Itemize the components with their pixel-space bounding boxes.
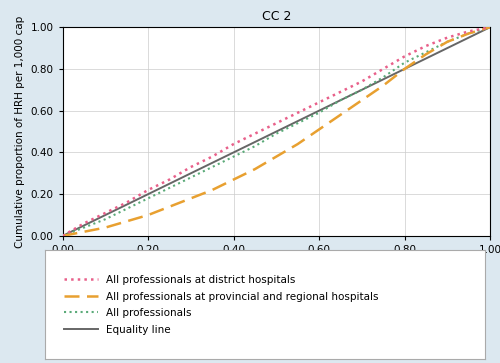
All professionals xyxy=(487,25,493,29)
All professionals at district hospitals xyxy=(487,25,493,29)
All professionals at provincial and regional hospitals xyxy=(316,127,322,132)
All professionals xyxy=(294,121,300,126)
All professionals xyxy=(380,75,386,79)
All professionals at district hospitals xyxy=(188,165,194,169)
Y-axis label: Cumulative proportion of HRH per 1,000 cap: Cumulative proportion of HRH per 1,000 c… xyxy=(15,16,25,248)
All professionals xyxy=(102,217,108,221)
All professionals at provincial and regional hospitals xyxy=(60,234,66,238)
All professionals xyxy=(145,196,151,200)
All professionals xyxy=(81,225,87,230)
All professionals at provincial and regional hospitals xyxy=(273,155,279,159)
All professionals xyxy=(188,175,194,180)
X-axis label: Cumulative proportion of provinces ranked by GPP per cap: Cumulative proportion of provinces ranke… xyxy=(123,261,430,270)
All professionals at district hospitals xyxy=(316,100,322,105)
All professionals at district hospitals xyxy=(230,142,236,146)
All professionals at district hospitals xyxy=(209,155,215,159)
All professionals at provincial and regional hospitals xyxy=(145,213,151,217)
All professionals at provincial and regional hospitals xyxy=(423,52,429,57)
All professionals xyxy=(60,234,66,238)
All professionals at district hospitals xyxy=(273,121,279,126)
Line: All professionals at district hospitals: All professionals at district hospitals xyxy=(62,27,490,236)
All professionals xyxy=(209,165,215,169)
All professionals at district hospitals xyxy=(166,178,172,182)
All professionals at district hospitals xyxy=(359,79,365,84)
All professionals at district hospitals xyxy=(444,36,450,40)
All professionals at district hospitals xyxy=(380,67,386,71)
All professionals at provincial and regional hospitals xyxy=(252,167,258,171)
All professionals xyxy=(359,88,365,92)
Line: All professionals at provincial and regional hospitals: All professionals at provincial and regi… xyxy=(62,27,490,236)
All professionals at provincial and regional hospitals xyxy=(230,178,236,182)
All professionals xyxy=(338,98,344,102)
All professionals at district hospitals xyxy=(466,29,471,34)
All professionals at district hospitals xyxy=(102,211,108,215)
All professionals at provincial and regional hospitals xyxy=(102,225,108,230)
All professionals xyxy=(444,40,450,44)
All professionals xyxy=(252,144,258,148)
All professionals at district hospitals xyxy=(60,234,66,238)
All professionals at district hospitals xyxy=(294,111,300,115)
All professionals at provincial and regional hospitals xyxy=(487,25,493,29)
All professionals at provincial and regional hospitals xyxy=(380,83,386,88)
All professionals at provincial and regional hospitals xyxy=(188,196,194,200)
All professionals at provincial and regional hospitals xyxy=(209,188,215,192)
All professionals at provincial and regional hospitals xyxy=(294,142,300,146)
All professionals at district hospitals xyxy=(81,221,87,225)
All professionals xyxy=(273,131,279,136)
Legend: All professionals at district hospitals, All professionals at provincial and reg: All professionals at district hospitals,… xyxy=(59,270,384,340)
All professionals at provincial and regional hospitals xyxy=(466,31,471,36)
All professionals at provincial and regional hospitals xyxy=(124,219,130,224)
All professionals xyxy=(230,155,236,159)
Line: All professionals: All professionals xyxy=(62,27,490,236)
All professionals at district hospitals xyxy=(402,54,407,58)
All professionals at district hospitals xyxy=(124,200,130,205)
All professionals at district hospitals xyxy=(252,131,258,136)
All professionals xyxy=(466,31,471,36)
All professionals xyxy=(166,186,172,190)
All professionals xyxy=(423,50,429,54)
All professionals xyxy=(316,111,322,115)
All professionals at provincial and regional hospitals xyxy=(338,113,344,117)
All professionals xyxy=(402,61,407,65)
All professionals xyxy=(124,207,130,211)
All professionals at district hospitals xyxy=(338,90,344,94)
All professionals at provincial and regional hospitals xyxy=(166,205,172,209)
Title: CC 2: CC 2 xyxy=(262,10,291,23)
All professionals at district hospitals xyxy=(145,188,151,192)
All professionals at district hospitals xyxy=(423,44,429,48)
All professionals at provincial and regional hospitals xyxy=(402,67,407,71)
All professionals at provincial and regional hospitals xyxy=(444,40,450,44)
All professionals at provincial and regional hospitals xyxy=(359,98,365,102)
All professionals at provincial and regional hospitals xyxy=(81,229,87,234)
